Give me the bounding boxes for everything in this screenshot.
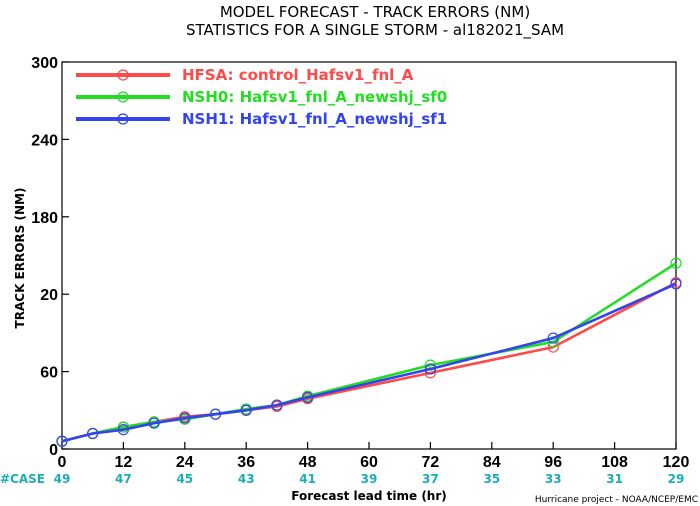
y-tick-label: 180	[31, 210, 58, 227]
x-tick-label: 120	[663, 454, 690, 471]
case-count: 37	[422, 472, 439, 486]
series-point-2	[271, 399, 283, 411]
case-count: 43	[238, 472, 255, 486]
case-count: 41	[299, 472, 316, 486]
y-tick-label: 60	[40, 365, 58, 382]
case-count: 29	[668, 472, 685, 486]
x-tick-label: 24	[176, 454, 194, 471]
series-point-2	[56, 435, 68, 447]
x-tick-label: 12	[115, 454, 133, 471]
chart-subtitle: STATISTICS FOR A SINGLE STORM - al182021…	[186, 21, 564, 40]
series-point-2	[547, 332, 559, 344]
series-layer	[56, 257, 682, 447]
series-point-2	[209, 408, 222, 420]
series-point-1	[117, 421, 130, 433]
case-count: 39	[361, 472, 378, 486]
case-count: 33	[545, 472, 562, 486]
legend-marker-2	[117, 113, 129, 125]
series-point-2	[117, 424, 130, 436]
series-point-2	[424, 363, 436, 375]
legend-marker-1	[117, 91, 129, 103]
case-count: 45	[176, 472, 193, 486]
x-tick-label: 48	[299, 454, 317, 471]
case-count: 31	[606, 472, 623, 486]
case-label: #CASE	[0, 472, 45, 486]
credit-text: Hurricane project - NOAA/NCEP/EMC	[535, 495, 698, 505]
x-tick-label: 108	[601, 454, 628, 471]
series-point-1	[670, 257, 682, 269]
case-count: 35	[483, 472, 500, 486]
case-count: 49	[54, 472, 71, 486]
x-tick-label: 96	[544, 454, 562, 471]
y-tick-label: 300	[31, 55, 58, 72]
x-tick-label: 72	[422, 454, 440, 471]
series-point-2	[179, 412, 191, 424]
y-tick-label: 240	[31, 132, 58, 149]
series-point-2	[302, 391, 314, 403]
legend-label-2: NSH1: Hafsv1_fnl_A_newshj_sf1	[182, 110, 447, 128]
x-tick-label: 84	[483, 454, 501, 471]
y-axis-ticks: 0 60 20 180 240 300	[31, 55, 69, 459]
y-tick-label: 0	[49, 442, 58, 459]
legend-marker-0	[117, 69, 129, 81]
case-count-row: #CASE 49 47 45 43 41 39 37 35 33 31 29	[0, 472, 684, 486]
series-point-2	[670, 278, 682, 290]
x-tick-label: 60	[360, 454, 378, 471]
series-line-1	[61, 262, 677, 443]
case-count: 47	[115, 472, 132, 486]
y-axis-label: TRACK ERRORS (NM)	[13, 188, 27, 329]
chart-title: MODEL FORECAST - TRACK ERRORS (NM)	[220, 3, 530, 21]
y-tick-label: 20	[40, 287, 58, 304]
series-point-2	[87, 427, 99, 440]
series-point-2	[148, 417, 160, 429]
x-axis-label: Forecast lead time (hr)	[291, 489, 447, 503]
x-axis-ticks: 0 12 24 36 48 60 72 84 96 108 120	[58, 442, 690, 471]
x-tick-label: 36	[237, 454, 255, 471]
legend-label-0: HFSA: control_Hafsv1_fnl_A	[182, 66, 414, 84]
x-tick-label: 0	[58, 454, 67, 471]
series-point-2	[240, 404, 252, 416]
legend: HFSA: control_Hafsv1_fnl_A NSH0: Hafsv1_f…	[76, 66, 447, 128]
legend-label-1: NSH0: Hafsv1_fnl_A_newshj_sf0	[182, 88, 447, 106]
